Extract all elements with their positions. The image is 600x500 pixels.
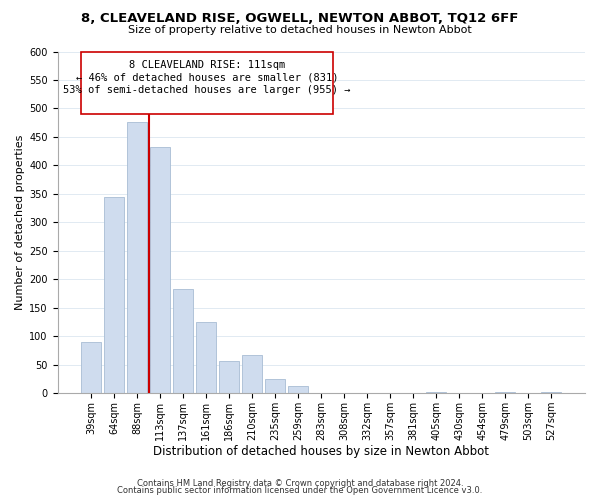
- Text: 8 CLEAVELAND RISE: 111sqm: 8 CLEAVELAND RISE: 111sqm: [129, 60, 285, 70]
- Bar: [104, 196, 124, 393]
- Bar: [242, 355, 262, 393]
- Text: Contains HM Land Registry data © Crown copyright and database right 2024.: Contains HM Land Registry data © Crown c…: [137, 478, 463, 488]
- FancyBboxPatch shape: [81, 52, 333, 114]
- Text: Size of property relative to detached houses in Newton Abbot: Size of property relative to detached ho…: [128, 25, 472, 35]
- Text: ← 46% of detached houses are smaller (831): ← 46% of detached houses are smaller (83…: [76, 72, 338, 83]
- Text: 53% of semi-detached houses are larger (955) →: 53% of semi-detached houses are larger (…: [63, 85, 350, 95]
- Bar: [127, 122, 147, 393]
- Text: 8, CLEAVELAND RISE, OGWELL, NEWTON ABBOT, TQ12 6FF: 8, CLEAVELAND RISE, OGWELL, NEWTON ABBOT…: [82, 12, 518, 26]
- Bar: [151, 146, 170, 393]
- Y-axis label: Number of detached properties: Number of detached properties: [15, 134, 25, 310]
- Bar: [265, 379, 285, 393]
- Bar: [289, 386, 308, 393]
- Bar: [220, 360, 239, 393]
- Bar: [541, 392, 561, 393]
- Bar: [196, 322, 216, 393]
- Bar: [82, 342, 101, 393]
- Text: Contains public sector information licensed under the Open Government Licence v3: Contains public sector information licen…: [118, 486, 482, 495]
- X-axis label: Distribution of detached houses by size in Newton Abbot: Distribution of detached houses by size …: [153, 444, 489, 458]
- Bar: [427, 392, 446, 393]
- Bar: [173, 289, 193, 393]
- Bar: [496, 392, 515, 393]
